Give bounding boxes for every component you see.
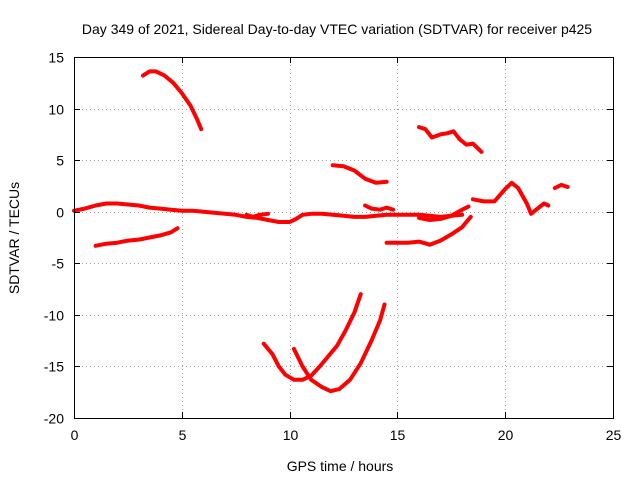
series-arc-v-right bbox=[291, 302, 387, 394]
series-arc-high bbox=[141, 69, 204, 132]
y-tick-label: -15 bbox=[44, 359, 64, 375]
data-series-group bbox=[72, 69, 570, 394]
series-arc-right bbox=[470, 180, 551, 216]
plot-frame bbox=[74, 57, 614, 419]
y-tick-label: 10 bbox=[48, 102, 64, 118]
y-tick-label: 5 bbox=[56, 153, 64, 169]
series-arc-13-14h bbox=[363, 203, 396, 212]
y-tick-label: -10 bbox=[44, 308, 64, 324]
y-tick-label: -20 bbox=[44, 411, 64, 427]
x-tick-label: 15 bbox=[390, 427, 406, 443]
series-arc-lower-left bbox=[93, 226, 180, 248]
grid-lines bbox=[74, 57, 613, 418]
x-tick-label: 5 bbox=[179, 427, 187, 443]
x-tick-label: 0 bbox=[71, 427, 79, 443]
series-arc-far-right bbox=[552, 182, 570, 190]
series-arc-mid-upper bbox=[330, 163, 389, 185]
series-arc-16-18h bbox=[417, 204, 471, 222]
series-arc-8-9h bbox=[244, 211, 270, 219]
axis-ticks: 0 5 10 15 20 25 15 10 5 0 -5 -10 -15 -20 bbox=[44, 50, 622, 444]
chart-title: Day 349 of 2021, Sidereal Day-to-day VTE… bbox=[82, 21, 592, 37]
x-tick-label: 10 bbox=[283, 427, 299, 443]
y-tick-label: -5 bbox=[52, 256, 65, 272]
series-arc-upper-right bbox=[417, 125, 484, 154]
series-arc-main bbox=[72, 201, 465, 224]
x-axis-label: GPS time / hours bbox=[287, 458, 394, 474]
series-arc-v-left bbox=[261, 292, 363, 382]
series-arc-lower-right bbox=[384, 214, 473, 247]
y-axis-label: SDTVAR / TECUs bbox=[6, 182, 22, 294]
y-tick-label: 0 bbox=[56, 205, 64, 221]
x-tick-label: 25 bbox=[606, 427, 622, 443]
x-tick-label: 20 bbox=[498, 427, 514, 443]
y-tick-label: 15 bbox=[48, 50, 64, 66]
